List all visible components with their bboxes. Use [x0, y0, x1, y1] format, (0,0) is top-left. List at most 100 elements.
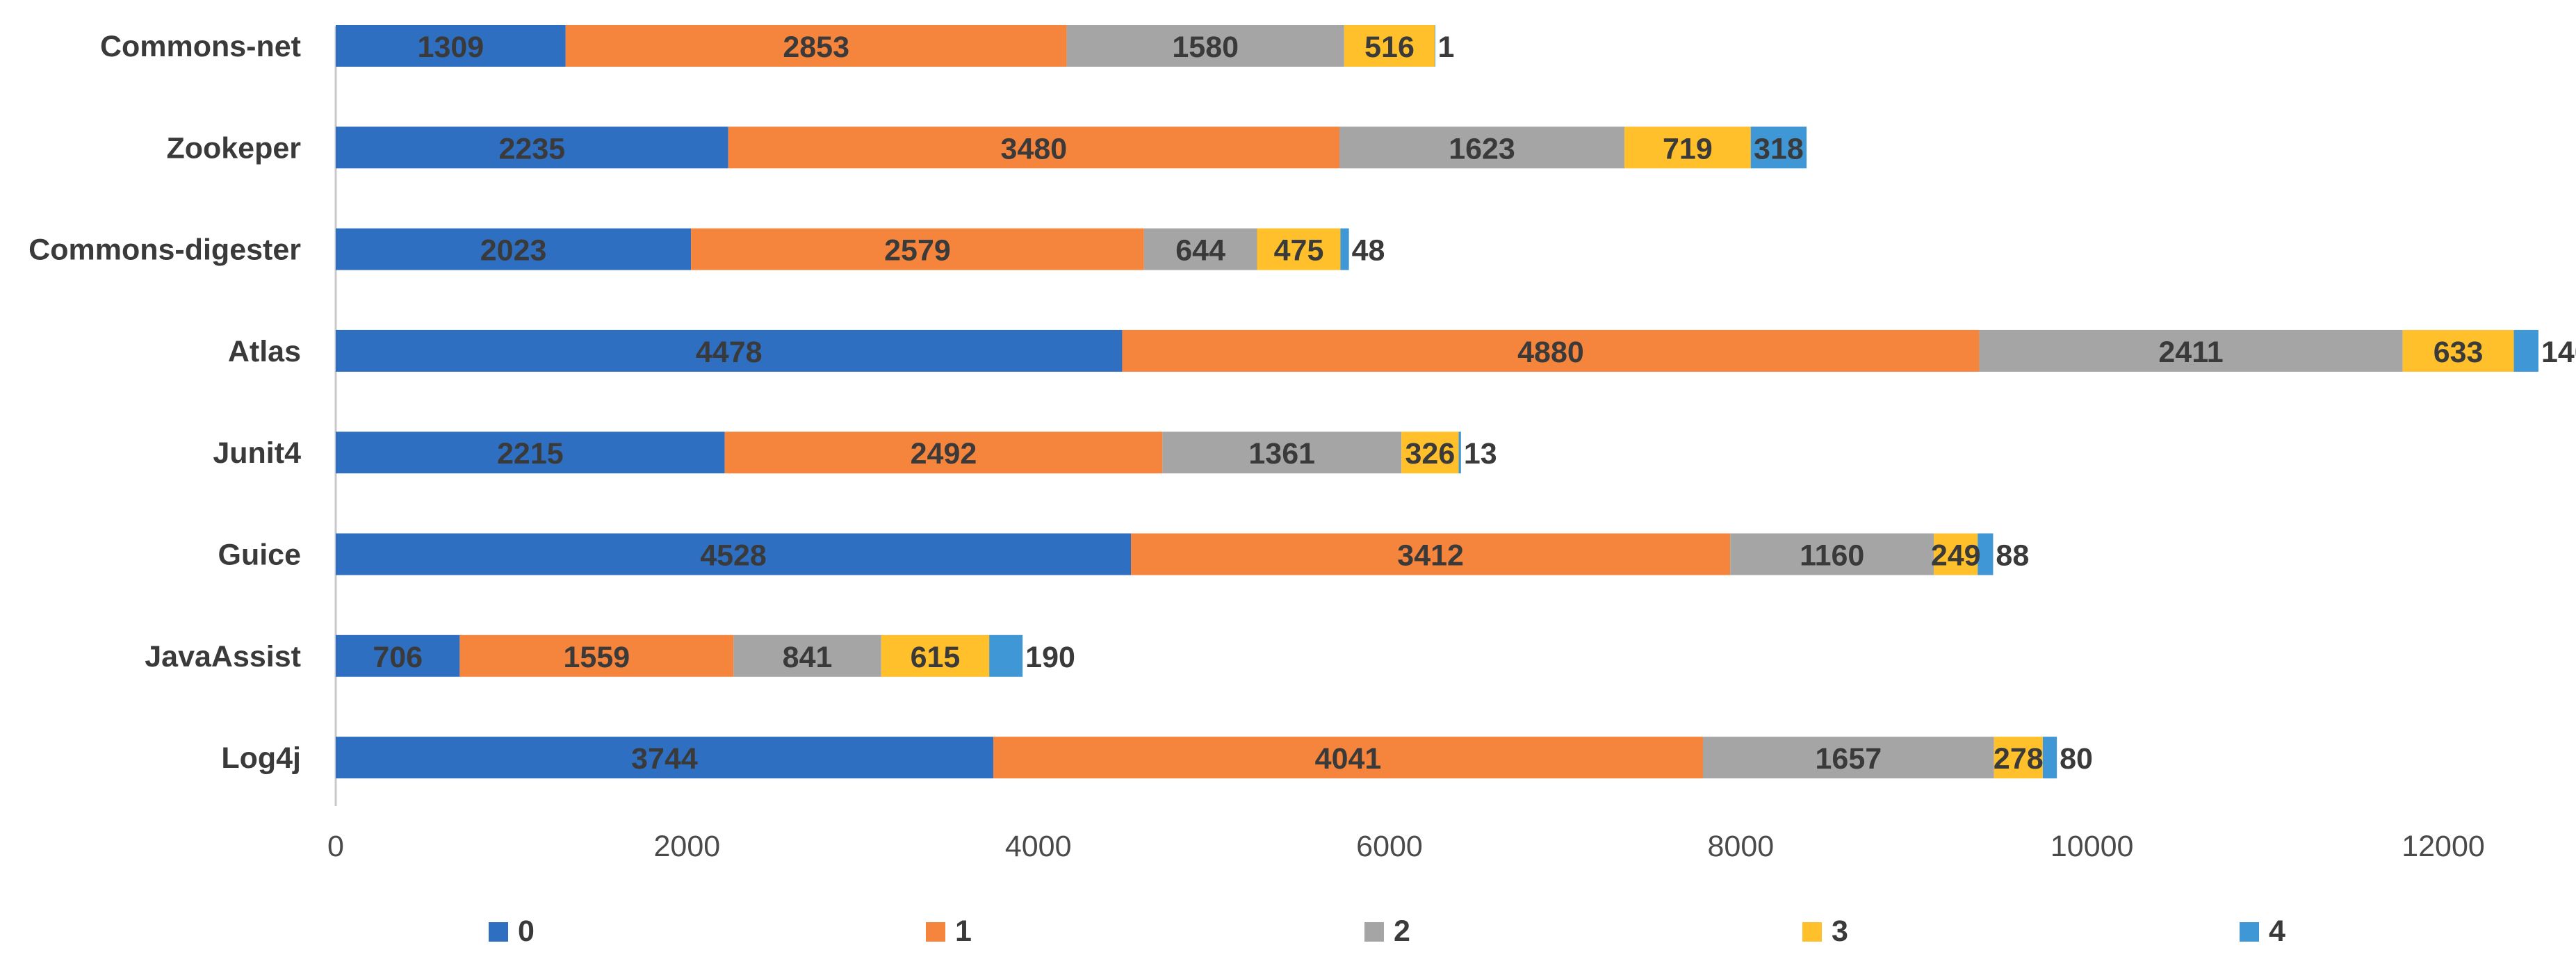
data-label: 4880 [1517, 336, 1584, 369]
bar-segment [691, 228, 1144, 270]
bar-segment [336, 737, 993, 779]
bar-segment [459, 634, 734, 677]
data-label: 2215 [497, 437, 564, 470]
data-label: 80 [2060, 742, 2093, 776]
data-label: 1160 [1800, 539, 1864, 573]
bar-segment [1344, 25, 1435, 67]
bar-segment [1994, 737, 2043, 779]
bar-segment [1339, 126, 1625, 169]
data-label: 2023 [480, 234, 547, 268]
legend-label: 3 [1832, 915, 1848, 948]
legend-swatch [1364, 922, 1384, 942]
bar-segment [1934, 533, 1978, 575]
legend-swatch [1802, 922, 1822, 942]
data-label: 644 [1175, 234, 1225, 268]
bar-segment [1703, 737, 1994, 779]
data-label: 1559 [564, 641, 630, 674]
category-label: Log4j [221, 742, 301, 775]
legend-label: 1 [955, 915, 972, 948]
data-label: 13 [1464, 437, 1497, 470]
bar-segment [881, 634, 990, 677]
data-label: 2235 [499, 132, 566, 165]
bar-segment [1979, 329, 2403, 372]
data-label: 3744 [631, 742, 698, 776]
data-label: 318 [1754, 132, 1804, 165]
data-label: 249 [1931, 539, 1981, 573]
data-label: 88 [1996, 539, 2029, 573]
data-label: 719 [1663, 132, 1713, 165]
bar-segment [1401, 432, 1459, 474]
bar-segment [1143, 228, 1257, 270]
x-tick-label: 4000 [1005, 830, 1072, 863]
bar-segment [2513, 329, 2538, 372]
bar-segment [728, 126, 1339, 169]
bar-segment [1066, 25, 1344, 67]
legend-label: 0 [518, 915, 535, 948]
data-label: 841 [783, 641, 833, 674]
data-label: 3480 [1001, 132, 1068, 165]
bar-segment [733, 634, 881, 677]
data-label: 1309 [418, 31, 484, 64]
data-label: 48 [1352, 234, 1385, 268]
x-tick-label: 10000 [2051, 830, 2134, 863]
bar-segment [336, 126, 728, 169]
bar-segment [1162, 432, 1402, 474]
bar-segment [1340, 228, 1349, 270]
data-label: 475 [1274, 234, 1324, 268]
category-label: Guice [218, 539, 302, 572]
x-tick-label: 0 [327, 830, 344, 863]
data-label: 1623 [1449, 132, 1515, 165]
legend-item: 2 [1364, 915, 1410, 948]
legend-label: 2 [1394, 915, 1410, 948]
data-labels-layer: Commons-net 1309 2853 1580 516 1 Zookeper 2235 3… [28, 30, 2576, 776]
data-label: 140 [2541, 336, 2576, 369]
bar-segment [993, 737, 1704, 779]
bar-segment [1131, 533, 1731, 575]
bars-layer [336, 25, 2538, 779]
data-label: 1 [1437, 31, 1454, 64]
legend-item: 4 [2240, 915, 2285, 948]
x-tick-label: 6000 [1356, 830, 1423, 863]
bar-segment [336, 329, 1123, 372]
bar-segment [336, 634, 460, 677]
data-label: 2579 [884, 234, 951, 268]
legend-label: 4 [2269, 915, 2285, 948]
category-label: Commons-net [100, 30, 301, 63]
category-label: Zookeper [166, 131, 301, 165]
data-label: 3412 [1397, 539, 1464, 573]
data-label: 278 [1994, 742, 2044, 776]
bar-segment [1257, 228, 1341, 270]
legend-swatch [926, 922, 945, 942]
data-label: 4478 [696, 336, 763, 369]
bar-segment [1122, 329, 1980, 372]
bar-segment [2042, 737, 2057, 779]
data-label: 4041 [1315, 742, 1382, 776]
bar-segment [336, 432, 725, 474]
bar-segment [1978, 533, 1994, 575]
data-label: 326 [1405, 437, 1455, 470]
category-label: Commons-digester [28, 233, 301, 267]
data-label: 2492 [911, 437, 977, 470]
bar-segment [1458, 432, 1461, 474]
category-label: Atlas [228, 335, 301, 368]
data-label: 633 [2434, 336, 2484, 369]
data-label: 4528 [700, 539, 767, 573]
data-label: 190 [1025, 641, 1075, 674]
bar-segment [2402, 329, 2514, 372]
data-label: 516 [1364, 31, 1415, 64]
bar-segment [1750, 126, 1807, 169]
legend-swatch [2240, 922, 2259, 942]
data-label: 1361 [1248, 437, 1315, 470]
bar-segment [1730, 533, 1934, 575]
category-label: Junit4 [213, 436, 301, 470]
bar-segment [724, 432, 1163, 474]
legend-item: 3 [1802, 915, 1848, 948]
data-label: 2411 [2158, 336, 2223, 369]
legend-item: 0 [489, 915, 535, 948]
bar-segment [1624, 126, 1751, 169]
bar-segment [336, 533, 1132, 575]
legend-item: 1 [926, 915, 972, 948]
data-label: 615 [911, 641, 961, 674]
